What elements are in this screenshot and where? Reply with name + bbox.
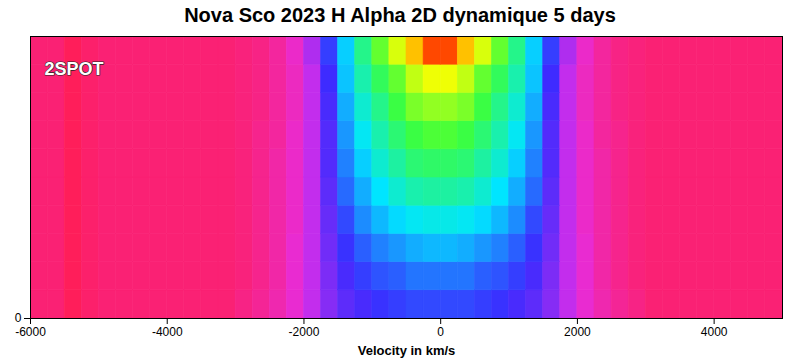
svg-text:Velocity in km/s: Velocity in km/s (358, 343, 456, 358)
svg-text:-6000: -6000 (15, 325, 46, 339)
svg-text:0: 0 (15, 311, 22, 325)
svg-text:2000: 2000 (564, 325, 591, 339)
svg-text:-4000: -4000 (152, 325, 183, 339)
svg-text:-2000: -2000 (289, 325, 320, 339)
svg-text:4000: 4000 (701, 325, 728, 339)
svg-text:2SPOT: 2SPOT (45, 59, 104, 79)
html-text:Nova Sco 2023 H Alpha 2D dynam: Nova Sco 2023 H Alpha 2D dynamique 5 day… (184, 4, 616, 26)
svg-text:0: 0 (437, 325, 444, 339)
